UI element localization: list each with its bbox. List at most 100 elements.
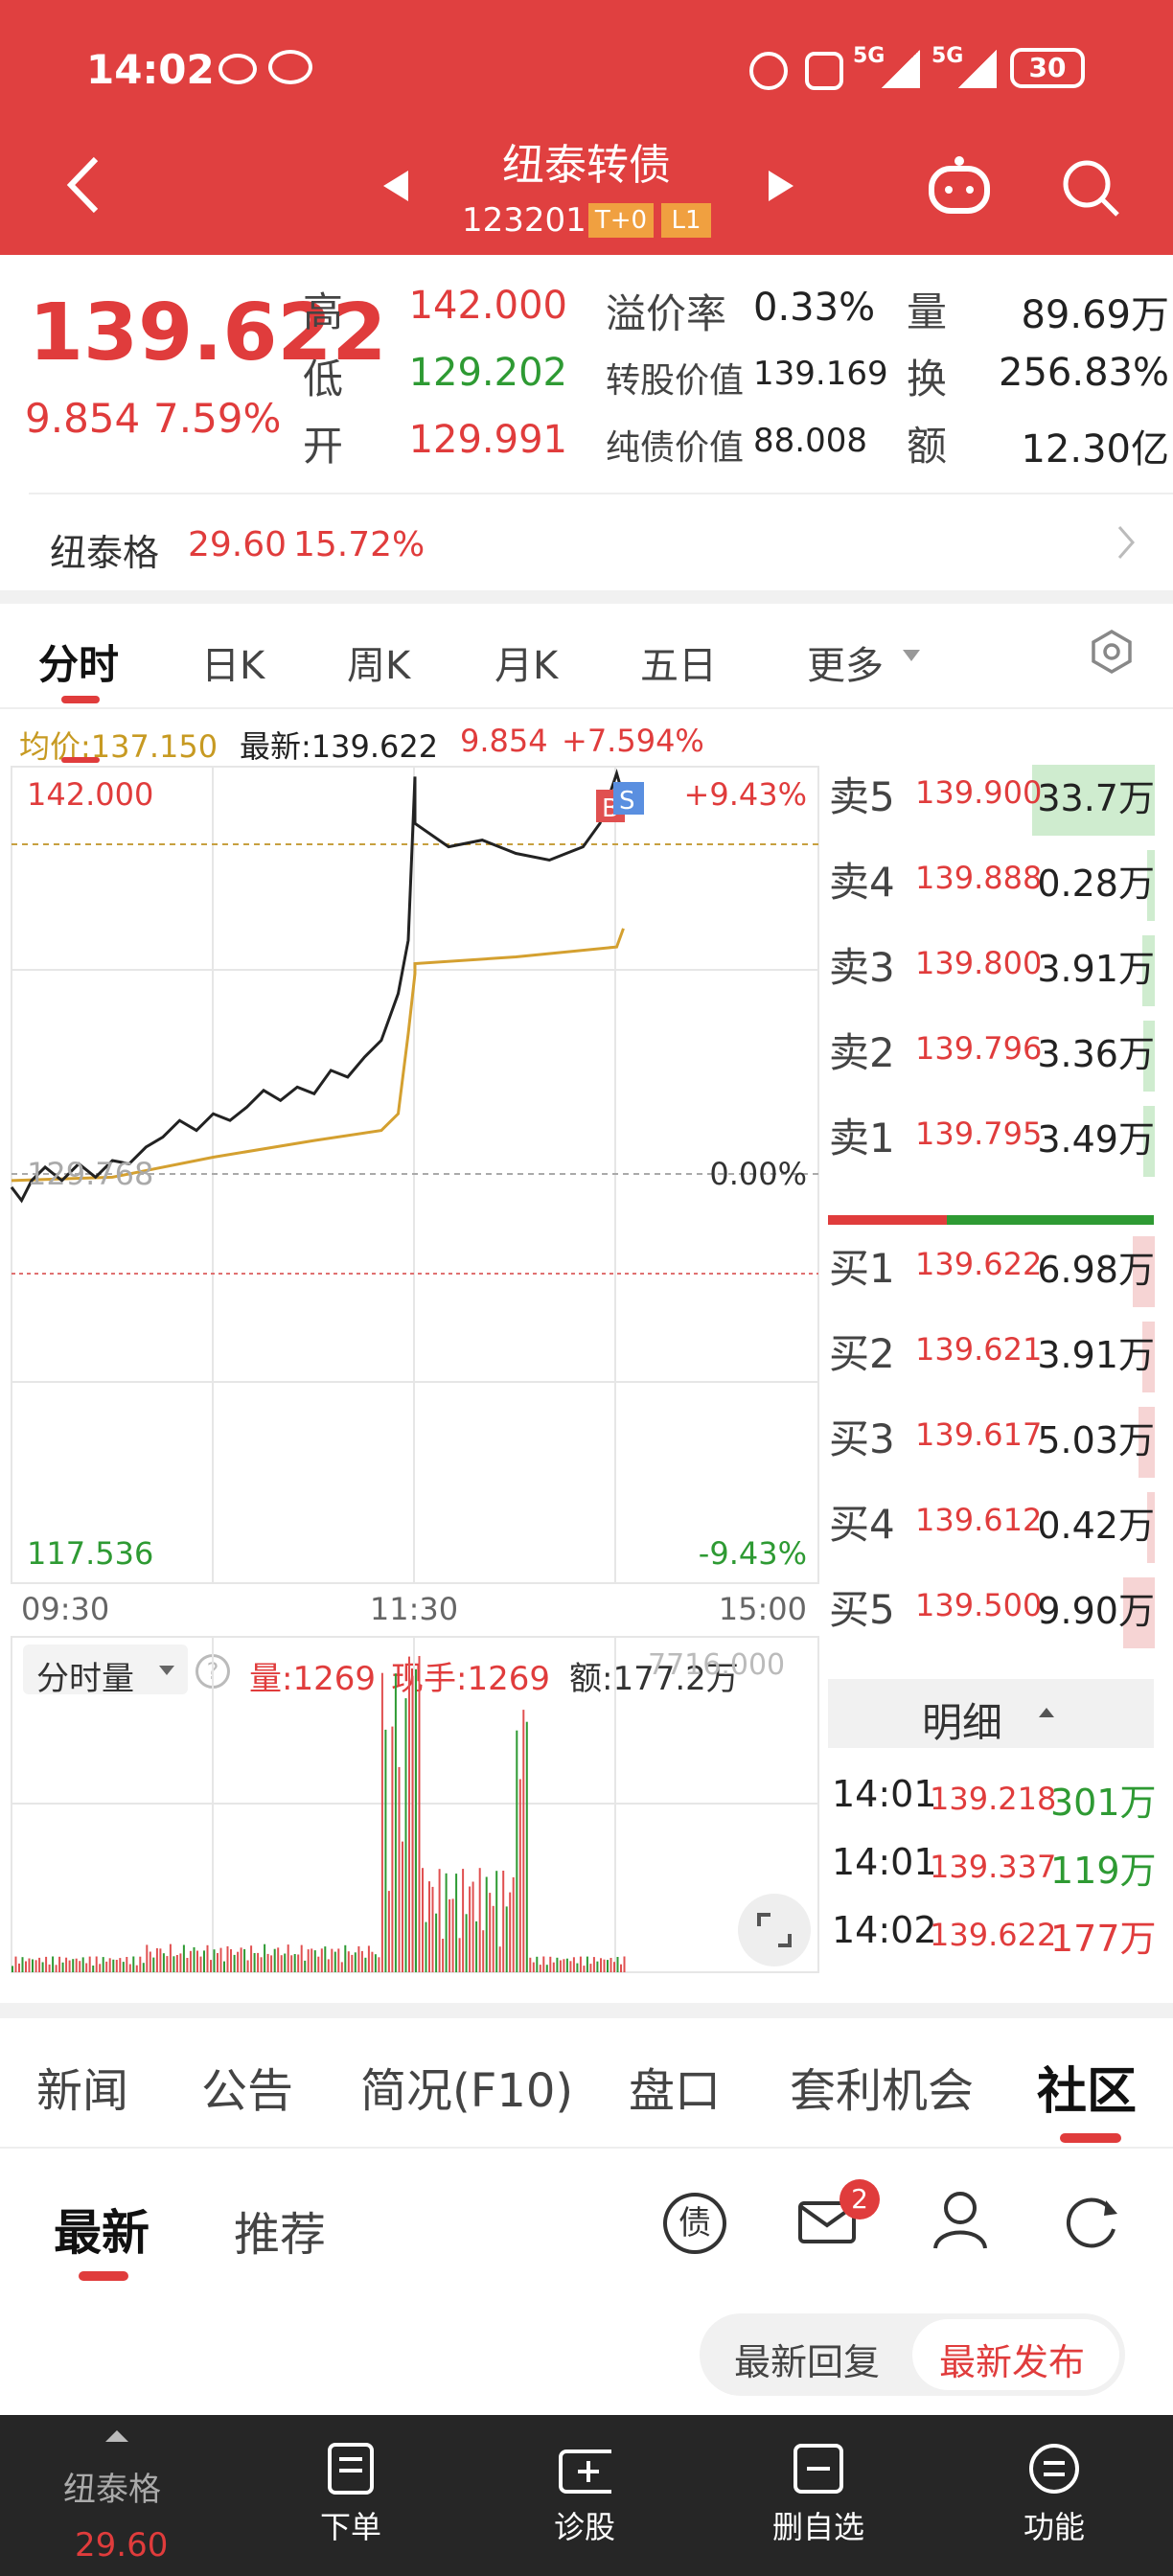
depth-bar [1147,1492,1155,1563]
volume-bar [61,1962,64,1972]
ask-row-2[interactable]: 卖4 139.888 0.28万 [829,850,1155,927]
volume-bar [102,1957,104,1972]
volume-bar [394,1673,397,1972]
bid-row-4[interactable]: 买4 139.612 0.42万 [829,1492,1155,1569]
volume-bar [25,1961,27,1972]
search-icon[interactable] [1060,157,1121,218]
subtab-recommended[interactable]: 推荐 [234,2208,327,2262]
tab-arbitrage[interactable]: 套利机会 [790,2064,975,2118]
level-label: 卖2 [829,1029,895,1076]
sort-latest-publish-bg [912,2319,1119,2390]
level-price: 139.888 [915,860,1043,896]
volume-bar [32,1959,34,1972]
level-label: 买1 [829,1245,895,1292]
volume-bar [81,1957,84,1972]
volume-bar [119,1958,122,1972]
level-label: 买5 [829,1586,895,1633]
settings-hex-icon[interactable] [1089,629,1135,675]
detail-header[interactable]: 明细 [828,1679,1154,1748]
tab-more[interactable]: 更多 [807,644,884,688]
tab-order-book[interactable]: 盘口 [629,2064,722,2118]
volume-bar [179,1953,182,1972]
ask-row-4[interactable]: 卖2 139.796 3.36万 [829,1021,1155,1097]
level-price: 139.795 [915,1116,1043,1152]
nav-order[interactable]: 下单 [274,2415,427,2547]
conversion-value-label: 转股价值 [606,361,745,401]
level-price: 139.500 [915,1587,1043,1623]
level-price: 139.622 [915,1246,1043,1282]
ask-row-3[interactable]: 卖3 139.800 3.91万 [829,935,1155,1012]
ask-row-1[interactable]: 卖5 139.900 33.7万 [829,765,1155,841]
volume-bar [603,1959,606,1972]
volume-bar [55,1965,58,1972]
nav-diagnose[interactable]: 诊股 [508,2415,661,2547]
section-gap [0,590,1173,604]
nav-remove-watchlist[interactable]: 删自选 [742,2415,895,2547]
prev-stock-icon[interactable] [381,169,410,203]
bid-row-3[interactable]: 买3 139.617 5.03万 [829,1407,1155,1484]
bid-row-2[interactable]: 买2 139.621 3.91万 [829,1322,1155,1398]
price-change: 9.854 [25,395,141,442]
volume-bar [411,1675,414,1972]
volume-bar [398,1766,401,1972]
volume-bar [277,1947,280,1972]
bid-row-1[interactable]: 买1 139.622 6.98万 [829,1236,1155,1313]
volume-bar [371,1951,374,1972]
refresh-icon[interactable] [1062,2191,1121,2250]
volume-bar [186,1958,189,1972]
next-stock-icon[interactable] [767,169,795,203]
bond-chat-icon[interactable]: 债 [663,2193,726,2254]
amount-label: 额 [907,423,948,470]
volume-bar [304,1960,307,1972]
volume-bar [300,1944,303,1972]
tab-weekly-k[interactable]: 周K [347,644,411,688]
fullscreen-button[interactable] [738,1894,811,1966]
volume-bar [14,1956,17,1972]
sort-latest-reply[interactable]: 最新回复 [734,2341,881,2383]
tab-news[interactable]: 新闻 [36,2064,129,2118]
volume-bar [34,1960,37,1972]
trade-amount: 119万 [1050,1850,1157,1892]
tab-daily-k[interactable]: 日K [201,644,265,688]
depth-bar [1132,1236,1155,1307]
volume-bar [327,1959,330,1972]
trade-price: 139.218 [930,1781,1057,1817]
intraday-price-chart[interactable]: B S 142.000 +9.43% 129.768 0.00% 117.536… [0,763,824,1635]
volume-bar [320,1948,323,1972]
turnover-label: 换 [907,356,948,402]
volume-bar [569,1961,572,1972]
conversion-value: 139.169 [753,355,888,393]
volume-bar [45,1956,48,1972]
ask-row-5[interactable]: 卖1 139.795 3.49万 [829,1106,1155,1183]
nav-function[interactable]: 功能 [978,2415,1131,2547]
volume-amount: 额:177.2万 [569,1660,739,1698]
tab-intraday[interactable]: 分时 [38,641,120,688]
nav-diagnose-label: 诊股 [553,2509,615,2545]
volume-bar [579,1956,582,1972]
turnover-value: 256.83% [999,351,1169,395]
sort-latest-publish[interactable]: 最新发布 [939,2341,1086,2383]
volume-bar [253,1953,256,1972]
tab-community[interactable]: 社区 [1037,2063,1138,2121]
bid-row-5[interactable]: 买5 139.500 9.90万 [829,1577,1155,1654]
x-label-close: 15:00 [719,1591,807,1627]
robot-icon[interactable] [926,153,993,220]
subtab-latest[interactable]: 最新 [54,2205,150,2261]
volume-bar [492,1905,494,1972]
tab-five-day[interactable]: 五日 [640,644,717,688]
user-icon[interactable] [932,2189,989,2250]
volume-bar [448,1898,451,1972]
tab-monthly-k[interactable]: 月K [494,644,559,688]
nav-order-label: 下单 [319,2509,381,2545]
level-volume: 5.03万 [1037,1419,1155,1461]
volume-bar [542,1956,545,1972]
volume-selector[interactable]: 分时量 [23,1644,188,1698]
volume-bar [223,1961,225,1972]
tab-profile[interactable]: 简况(F10) [360,2064,574,2118]
underlying-stock-row[interactable]: 纽泰格 29.60 15.72% [0,494,1173,590]
nav-stock-name[interactable]: 纽泰格 [63,2471,161,2509]
bond-value: 88.008 [753,422,867,460]
tab-announcements[interactable]: 公告 [201,2064,294,2118]
back-arrow-icon[interactable] [63,153,102,217]
volume-bar [105,1961,108,1972]
